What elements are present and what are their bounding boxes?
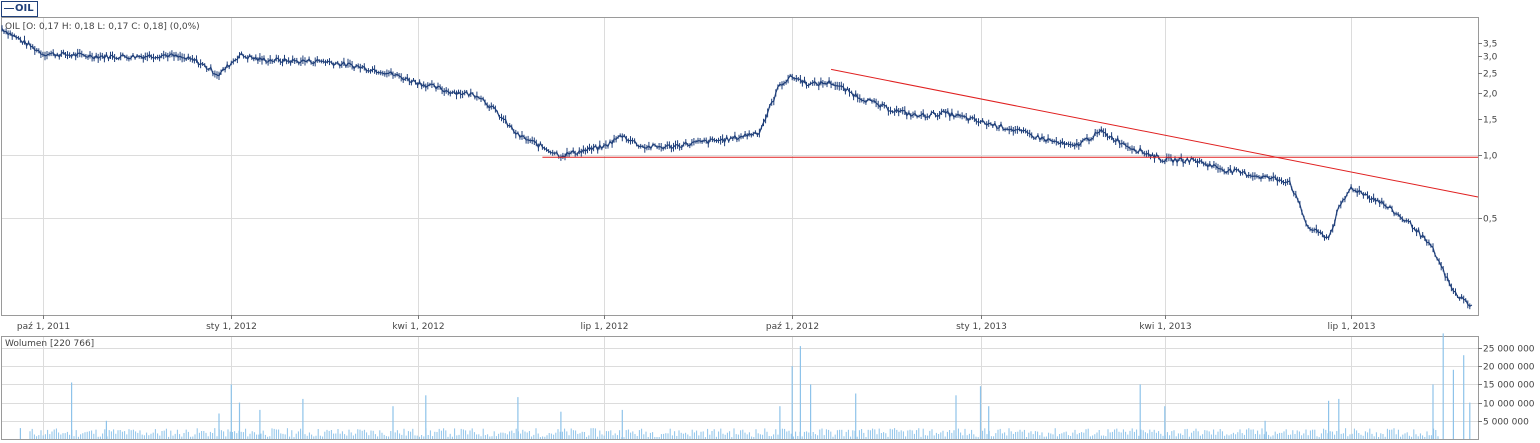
x-axis: paź 1, 2011 sty 1, 2012 kwi 1, 2012 lip 1, … — [17, 315, 1376, 332]
volume-y-tick-label: 25 000 000 — [1483, 345, 1535, 355]
price-info-label: OIL [O: 0,17 H: 0,18 L: 0,17 C: 0,18] (0… — [5, 22, 200, 32]
price-y-tick-label: 2,5 — [1483, 70, 1497, 80]
volume-y-tick-label: 15 000 000 — [1483, 381, 1535, 391]
symbol-legend-button[interactable]: OIL — [1, 1, 38, 17]
volume-gridlines — [2, 337, 1478, 439]
price-y-tick-label: 3,5 — [1483, 40, 1497, 50]
volume-y-axis: 25 000 000 20 000 000 15 000 000 10 000 000… — [1478, 345, 1535, 428]
price-y-tick-label: 1,5 — [1483, 116, 1497, 126]
x-tick-label: lip 1, 2013 — [1328, 322, 1376, 332]
volume-panel-frame — [1, 336, 1479, 440]
x-tick-label: paź 1, 2012 — [766, 322, 819, 332]
volume-bars — [19, 333, 1471, 439]
legend-line-icon — [4, 7, 14, 9]
price-y-axis: 3,5 3,0 2,5 2,0 1,5 1,0 0,5 — [1478, 40, 1498, 225]
legend-symbol-label: OIL — [15, 3, 34, 14]
x-tick-label: lip 1, 2012 — [581, 322, 629, 332]
price-gridlines — [2, 18, 1478, 315]
x-tick-label: sty 1, 2012 — [206, 322, 257, 332]
x-tick-label: kwi 1, 2013 — [1139, 322, 1191, 332]
resistance-trendline — [831, 68, 1479, 198]
price-y-tick-label: 2,0 — [1483, 90, 1498, 100]
x-tick-label: paź 1, 2011 — [17, 322, 70, 332]
volume-y-tick-label: 10 000 000 — [1483, 400, 1535, 410]
price-y-tick-label: 1,0 — [1483, 152, 1498, 162]
volume-info-label: Wolumen [220 766] — [5, 339, 94, 349]
price-y-tick-label: 0,5 — [1483, 215, 1497, 225]
price-panel-frame — [1, 17, 1479, 316]
price-line — [1, 28, 1473, 308]
x-tick-label: sty 1, 2013 — [956, 322, 1007, 332]
volume-y-tick-label: 20 000 000 — [1483, 363, 1535, 373]
price-y-tick-label: 3,0 — [1483, 53, 1498, 63]
trendlines — [542, 68, 1479, 198]
price-series — [1, 25, 1473, 310]
volume-y-tick-label: 5 000 000 — [1483, 418, 1529, 428]
x-tick-label: kwi 1, 2012 — [392, 322, 444, 332]
